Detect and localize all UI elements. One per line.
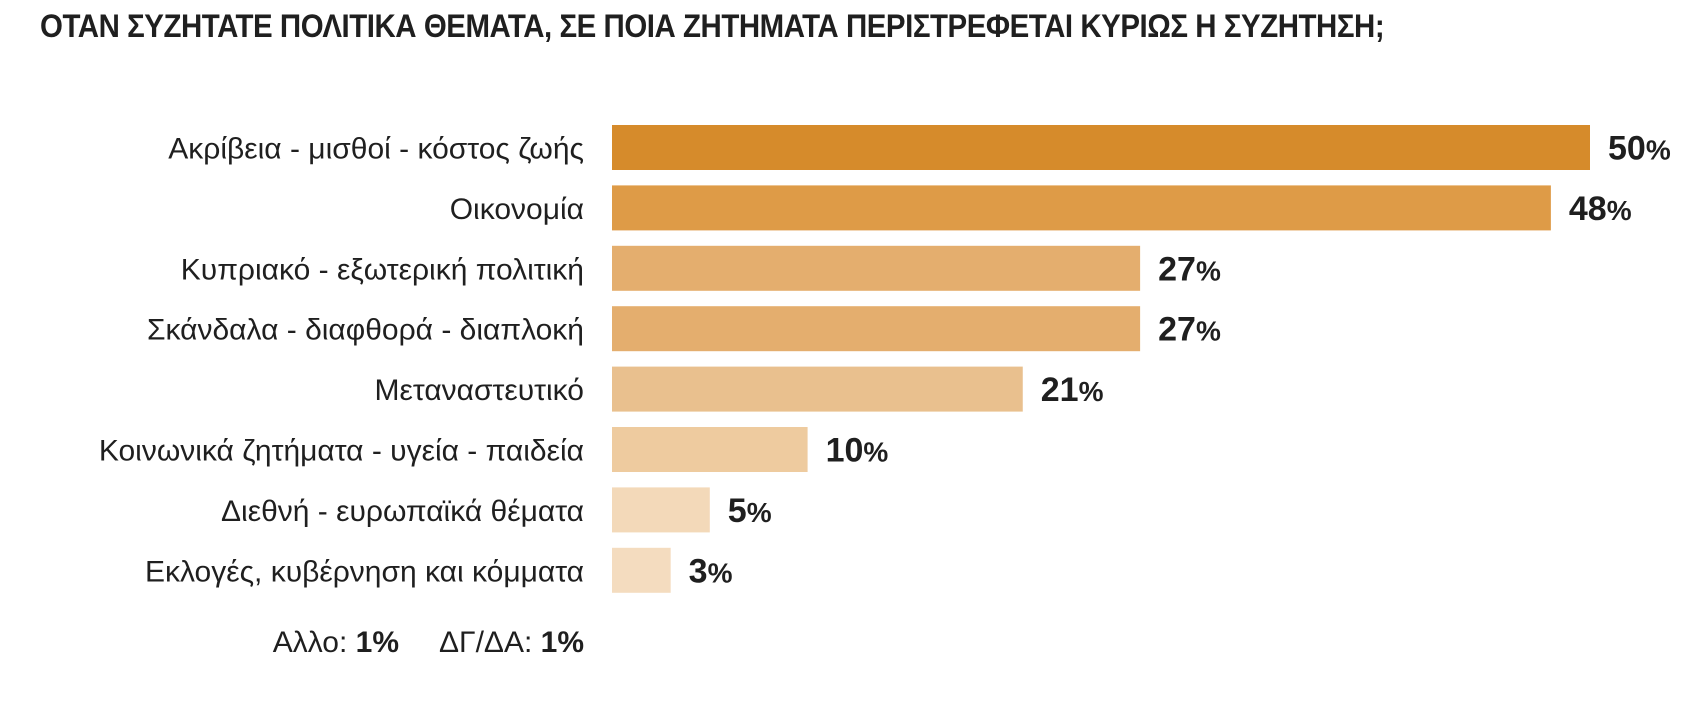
chart-title: ΟΤΑΝ ΣΥΖΗΤΑΤΕ ΠΟΛΙΤΙΚΑ ΘΕΜΑΤΑ, ΣΕ ΠΟΙΑ Ζ… xyxy=(40,8,1385,44)
bar-4 xyxy=(612,306,1141,352)
value-label-1: 50% xyxy=(1608,130,1671,168)
value-label-8: 3% xyxy=(689,552,733,590)
footnote-other-value: 1% xyxy=(355,626,400,659)
category-label-8: Εκλογές, κυβέρνηση και κόμματα xyxy=(145,555,584,588)
value-labels-layer: 50% 48% 27% 27% 21% 10% 5% 3% xyxy=(689,130,1671,591)
footnote-other: Αλλο: 1% xyxy=(273,626,399,660)
bar-5 xyxy=(612,366,1023,412)
bar-8 xyxy=(612,547,671,593)
category-label-2: Οικονομία xyxy=(450,193,584,226)
bar-3 xyxy=(612,245,1141,291)
category-label-4: Σκάνδαλα - διαφθορά - διαπλοκή xyxy=(147,314,584,347)
footnote-other-label: Αλλο: xyxy=(272,626,348,659)
value-label-5: 21% xyxy=(1041,371,1104,409)
bar-7 xyxy=(612,487,710,533)
value-label-7: 5% xyxy=(728,492,772,530)
category-label-6: Κοινωνικά ζητήματα - υγεία - παιδεία xyxy=(99,435,584,468)
footnote-dk-na: ΔΓ/ΔΑ: 1% xyxy=(439,626,584,660)
bars-layer xyxy=(612,125,1590,593)
value-label-6: 10% xyxy=(826,432,889,470)
category-label-1: Ακρίβεια - μισθοί - κόστος ζωής xyxy=(168,133,584,166)
footnotes: Αλλο: 1% ΔΓ/ΔΑ: 1% xyxy=(273,626,584,660)
bar-6 xyxy=(612,427,808,472)
bar-1 xyxy=(612,125,1590,170)
category-label-3: Κυπριακό - εξωτερική πολιτική xyxy=(181,253,584,286)
value-label-2: 48% xyxy=(1569,190,1632,228)
footnote-dk-na-label: ΔΓ/ΔΑ: xyxy=(439,626,533,659)
category-label-7: Διεθνή - ευρωπαϊκά θέματα xyxy=(221,495,584,528)
value-label-4: 27% xyxy=(1158,311,1221,349)
category-label-5: Μεταναστευτικό xyxy=(375,374,584,407)
footnote-dk-na-value: 1% xyxy=(540,626,584,659)
value-label-3: 27% xyxy=(1158,250,1221,288)
bar-2 xyxy=(612,185,1551,231)
category-labels-layer: Ακρίβεια - μισθοί - κόστος ζωής Οικονομία… xyxy=(99,133,584,589)
